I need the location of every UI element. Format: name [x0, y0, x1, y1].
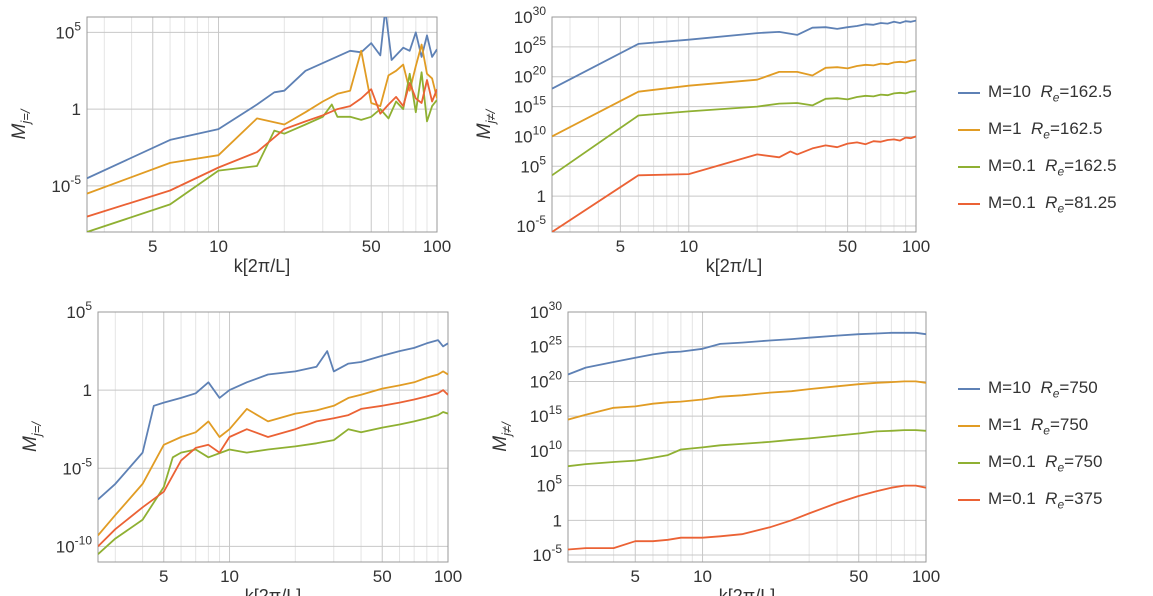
x-tick-label: 50 [849, 567, 868, 586]
legend-item: M=1 Re=162.5 [958, 119, 1117, 141]
chart-bottom-right: 5 10 50 100 1030 1025 1020 1015 1010 105 1 10-5 k[2π… [490, 299, 940, 596]
y-tick-label: 1030 [530, 299, 563, 322]
x-tick-label: 100 [423, 237, 451, 256]
y-tick-label: 105 [520, 153, 546, 176]
series-line-1 [98, 339, 448, 501]
series-line-3 [568, 429, 926, 468]
x-tick-label: 5 [616, 237, 625, 256]
y-tick-label: 1025 [514, 34, 547, 57]
legend-label: M=0.1 Re=81.25 [988, 192, 1117, 216]
legend-item: M=10 Re=162.5 [958, 82, 1117, 104]
x-tick-label: 10 [220, 567, 239, 586]
x-tick-label: 100 [902, 237, 930, 256]
y-tick-label: 10-10 [56, 533, 93, 556]
legend-label: M=0.1 Re=750 [988, 451, 1103, 475]
x-tick-label: 50 [838, 237, 857, 256]
legend-item: M=1 Re=750 [958, 415, 1102, 437]
x-tick-label: 100 [912, 567, 940, 586]
y-axis-label: Mj≠/ [474, 108, 498, 139]
legend-item: M=0.1 Re=375 [958, 489, 1102, 511]
y-tick-label: 1 [537, 187, 546, 206]
chart-top-right: 5 10 50 100 1030 1025 1020 1015 1010 105 1 10-5 k[2π… [474, 4, 930, 276]
y-tick-label: 1010 [514, 123, 547, 146]
x-tick-label: 5 [159, 567, 168, 586]
x-axis-label: k[2π/L] [706, 256, 762, 276]
legend-swatch [958, 388, 980, 390]
x-tick-label: 10 [209, 237, 228, 256]
y-tick-label: 1025 [530, 334, 563, 357]
y-tick-label: 10-5 [532, 542, 562, 565]
x-tick-label: 5 [148, 237, 157, 256]
y-tick-label: 10-5 [62, 455, 92, 478]
chart-top-left: 5 10 50 100 105 1 10-5 k[2π/L] Mj=/ [9, 16, 451, 276]
y-tick-label: 10-5 [516, 213, 546, 236]
series-line-1 [568, 331, 926, 376]
legend-label: M=0.1 Re=375 [988, 488, 1103, 512]
x-tick-label: 50 [362, 237, 381, 256]
legend-swatch [958, 499, 980, 501]
series-line-3 [87, 71, 437, 232]
legend-item: M=0.1 Re=162.5 [958, 156, 1117, 178]
y-tick-label: 1020 [514, 64, 547, 87]
legend-bottom: M=10 Re=750 M=1 Re=750 M=0.1 Re=750 M=0.1 R… [958, 378, 1102, 526]
series-line-2 [87, 43, 437, 195]
x-tick-label: 50 [373, 567, 392, 586]
series-line-4 [98, 389, 448, 548]
x-axis-label: k[2π/L] [234, 256, 290, 276]
legend-swatch [958, 129, 980, 131]
y-tick-label: 105 [55, 19, 81, 42]
series-line-3 [552, 90, 916, 177]
y-tick-label: 1 [83, 381, 92, 400]
series-line-2 [568, 380, 926, 421]
x-tick-label: 5 [631, 567, 640, 586]
y-tick-label: 105 [536, 473, 562, 496]
y-axis-label: Mj=/ [20, 421, 44, 452]
series-line-4 [568, 484, 926, 551]
series-line-4 [87, 79, 437, 218]
y-tick-label: 1 [72, 100, 81, 119]
legend-swatch [958, 462, 980, 464]
legend-swatch [958, 425, 980, 427]
x-tick-label: 100 [434, 567, 462, 586]
y-tick-label: 1020 [530, 368, 563, 391]
legend-label: M=0.1 Re=162.5 [988, 155, 1117, 179]
legend-swatch [958, 166, 980, 168]
plot-frame [551, 16, 917, 233]
legend-swatch [958, 203, 980, 205]
legend-top: M=10 Re=162.5 M=1 Re=162.5 M=0.1 Re=162.5 M… [958, 82, 1117, 230]
legend-label: M=1 Re=750 [988, 414, 1089, 438]
y-axis-label: Mj≠/ [490, 421, 514, 452]
legend-label: M=10 Re=162.5 [988, 81, 1112, 105]
plot-frame [97, 311, 449, 563]
x-tick-label: 10 [693, 567, 712, 586]
x-axis-label: k[2π/L] [245, 586, 301, 596]
plot-frame [86, 16, 438, 233]
y-axis-label: Mj=/ [9, 108, 33, 139]
y-tick-label: 10-5 [51, 173, 81, 196]
series-line-1 [552, 19, 916, 90]
legend-label: M=1 Re=162.5 [988, 118, 1103, 142]
series-line-3 [98, 411, 448, 555]
series-line-2 [552, 59, 916, 138]
y-tick-label: 105 [66, 299, 92, 322]
legend-swatch [958, 92, 980, 94]
series-line-2 [98, 370, 448, 536]
x-tick-label: 10 [679, 237, 698, 256]
legend-label: M=10 Re=750 [988, 377, 1098, 401]
series-line-4 [552, 135, 916, 232]
y-tick-label: 1010 [530, 438, 563, 461]
x-axis-label: k[2π/L] [719, 586, 775, 596]
y-tick-label: 1015 [514, 94, 547, 117]
y-tick-label: 1 [553, 511, 562, 530]
y-tick-label: 1030 [514, 4, 547, 27]
legend-item: M=0.1 Re=750 [958, 452, 1102, 474]
legend-item: M=10 Re=750 [958, 378, 1102, 400]
chart-bottom-left: 5 10 50 100 105 1 10-5 10-10 k[2π/L] Mj=/ [20, 299, 462, 596]
plot-frame [567, 311, 927, 563]
legend-item: M=0.1 Re=81.25 [958, 193, 1117, 215]
y-tick-label: 1015 [530, 403, 563, 426]
